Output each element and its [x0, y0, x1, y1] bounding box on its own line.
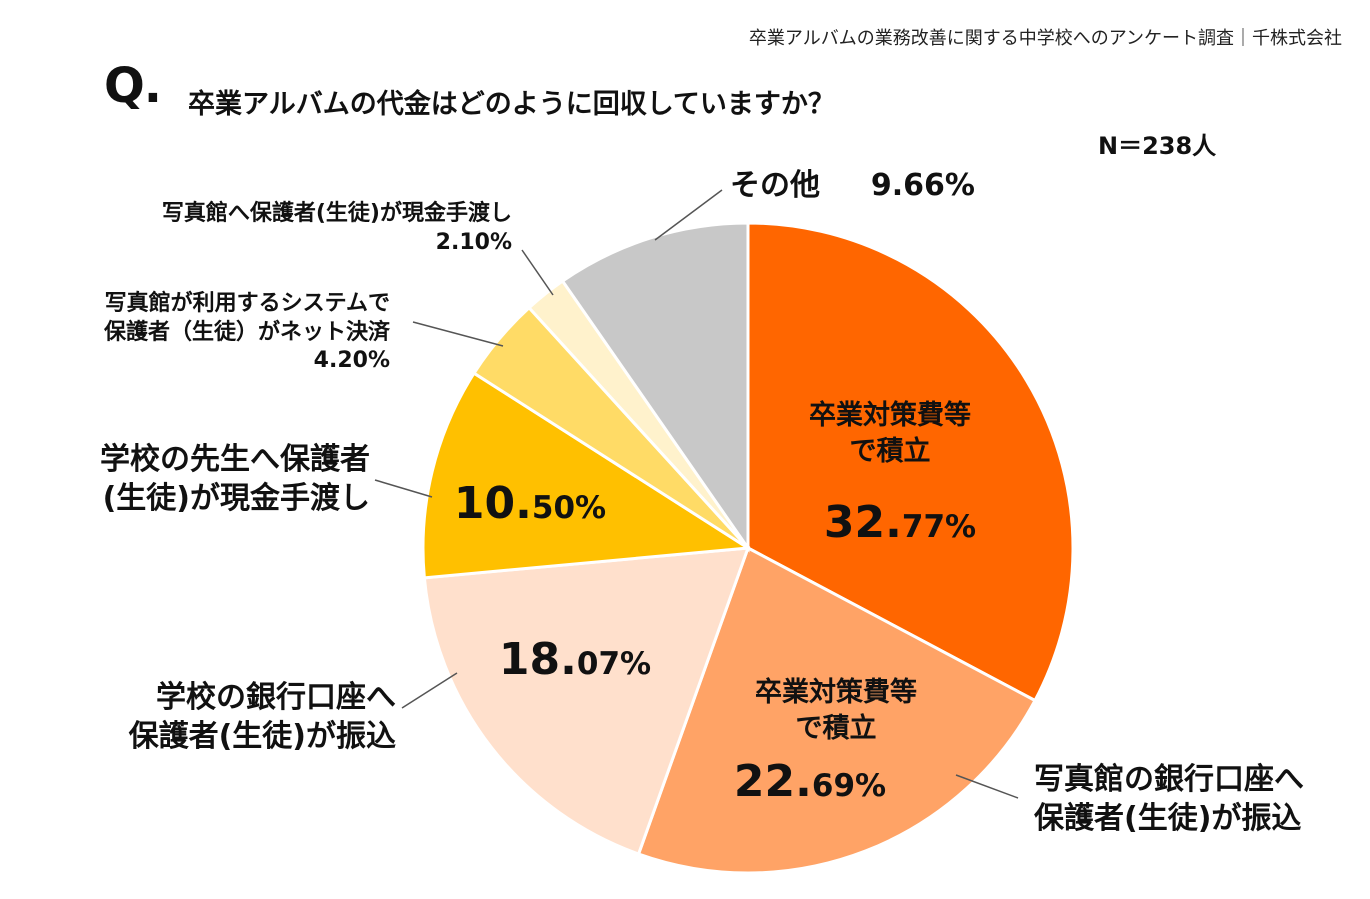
slice-label-reserve-1-line1: 卒業対策費等 [809, 400, 971, 431]
slice-value-bank-school-int: 18. [498, 634, 577, 685]
outer-label-bank-studio: 写真館の銀行口座へ 保護者(生徒)が振込 [1034, 760, 1354, 838]
outer-label-sonota: その他 9.66% [730, 166, 990, 205]
leader-line-cash-studio [521, 249, 554, 296]
outer-label-net: 写真館が利用するシステムで 保護者（生徒）がネット決済 4.20% [40, 290, 390, 376]
slice-value-reserve-1-int: 32. [823, 497, 902, 548]
leader-line-bank-school [401, 672, 458, 709]
outer-label-bank-school-line1: 学校の銀行口座へ [156, 680, 396, 715]
outer-label-bank-school-line2: 保護者(生徒)が振込 [128, 719, 396, 754]
pie-slice-bank-studio [636, 545, 1038, 875]
slice-value-bank-studio-int: 22. [733, 756, 812, 807]
outer-label-bank-studio-line2: 保護者(生徒)が振込 [1034, 801, 1302, 836]
outer-label-net-line2: 保護者（生徒）がネット決済 [103, 319, 390, 345]
outer-label-bank-studio-line1: 写真館の銀行口座へ [1034, 762, 1304, 797]
leader-line-bank-studio [955, 774, 1019, 799]
slice-value-cash-teacher-int: 10. [453, 478, 532, 529]
slice-value-reserve-1: 32.77% [780, 493, 1020, 552]
outer-label-sonota-value: 9.66% [870, 168, 975, 203]
outer-label-bank-school: 学校の銀行口座へ 保護者(生徒)が振込 [106, 678, 396, 756]
slice-value-reserve-1-dec: 77% [901, 509, 977, 545]
outer-label-cash-teacher: 学校の先生へ保護者 (生徒)が現金手渡し [60, 440, 370, 518]
outer-label-cash-studio: 写真館へ保護者(生徒)が現金手渡し 2.10% [100, 200, 512, 257]
outer-label-cash-studio-value: 2.10% [435, 229, 512, 255]
pie-slice-bank-school [422, 546, 751, 856]
leader-line-cash-teacher [374, 479, 433, 498]
slice-value-cash-teacher-dec: 50% [531, 490, 607, 526]
question-mark: Q. [104, 58, 162, 114]
sample-size: N＝238人 [1098, 132, 1217, 160]
slice-label-reserve-2-line2: で積立 [795, 713, 877, 745]
slice-value-bank-studio-dec: 69% [811, 768, 887, 804]
pie-slice-sonota [560, 221, 750, 553]
slice-label-reserve-1: 卒業対策費等 で積立 [770, 398, 1010, 471]
slice-value-bank-school: 18.07% [455, 630, 695, 689]
leader-line-sonota [654, 189, 723, 241]
slice-value-bank-studio: 22.69% [690, 752, 930, 811]
pie-slice-cash-teacher [421, 371, 753, 580]
slice-label-reserve-1-line2: で積立 [849, 436, 931, 468]
slice-value-cash-teacher: 10.50% [410, 474, 650, 533]
slice-label-reserve-2-line1: 卒業対策費等 [755, 677, 917, 708]
slice-label-reserve-2: 卒業対策費等 で積立 [716, 675, 956, 748]
outer-label-cash-studio-line1: 写真館へ保護者(生徒)が現金手渡し [161, 201, 512, 226]
outer-label-net-line1: 写真館が利用するシステムで [104, 291, 390, 316]
pie-slice-reserve [746, 221, 1075, 703]
outer-label-net-value: 4.20% [313, 348, 390, 374]
leader-line-net [412, 321, 504, 347]
question-title: 卒業アルバムの代金はどのように回収していますか？ [188, 89, 835, 120]
outer-label-cash-teacher-line1: 学校の先生へ保護者 [100, 442, 370, 477]
outer-label-sonota-name: その他 [730, 168, 820, 203]
source-caption: 卒業アルバムの業務改善に関する中学校へのアンケート調査｜千株式会社 [748, 28, 1342, 49]
outer-label-cash-teacher-line2: (生徒)が現金手渡し [102, 481, 370, 516]
slice-value-bank-school-dec: 07% [576, 646, 652, 682]
